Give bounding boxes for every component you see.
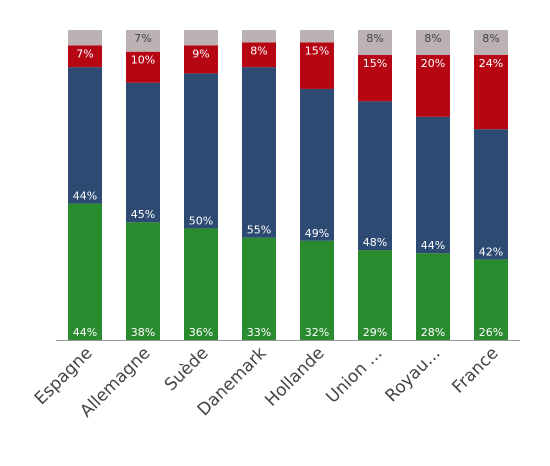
bar-segment <box>184 30 218 46</box>
x-tick-label: Hollande <box>261 343 328 410</box>
bars-group <box>68 30 508 340</box>
bar-segment <box>126 51 160 83</box>
bar-segment <box>184 45 218 74</box>
bar-segment <box>358 30 392 55</box>
bar-segment <box>68 203 102 340</box>
bar-segment <box>416 116 450 254</box>
bar-segment <box>416 253 450 340</box>
data-label: 26% <box>479 326 503 339</box>
bar-segment <box>184 73 218 229</box>
bar-segment <box>474 30 508 55</box>
data-label: 15% <box>305 44 329 57</box>
data-label: 55% <box>247 224 271 237</box>
bar-segment <box>358 54 392 102</box>
data-label: 44% <box>73 326 97 339</box>
data-label: 29% <box>363 326 387 339</box>
data-label: 38% <box>131 326 155 339</box>
data-label: 24% <box>479 57 503 70</box>
bar-segment <box>242 67 276 238</box>
data-label: 28% <box>421 326 445 339</box>
bar-segment <box>300 240 334 340</box>
x-tick-label: Union ... <box>322 343 386 407</box>
bar-segment <box>68 67 102 204</box>
data-label: 44% <box>421 239 445 252</box>
bar-segment <box>242 42 276 68</box>
data-label: 45% <box>131 208 155 221</box>
x-tick-label: France <box>448 343 502 397</box>
bar-segment <box>416 54 450 117</box>
data-labels-group: 44% 44% 7% 38% 45% 10% 7% 36% 50% 9% 33% 55% 8% 32% 49… <box>73 32 503 339</box>
data-label: 8% <box>250 44 267 57</box>
bar-segment <box>474 129 508 260</box>
x-tick-label: Royau... <box>382 343 445 406</box>
data-label: 20% <box>421 57 445 70</box>
bar-segment <box>242 30 276 43</box>
data-label: 8% <box>482 32 499 45</box>
bar-segment <box>300 88 334 241</box>
data-label: 8% <box>366 32 383 45</box>
bar-segment <box>416 30 450 55</box>
bar-segment <box>126 222 160 340</box>
data-label: 36% <box>189 326 213 339</box>
bar-segment <box>68 45 102 68</box>
bar-segment <box>68 30 102 46</box>
bar-segment <box>358 101 392 251</box>
data-label: 33% <box>247 326 271 339</box>
bar-segment <box>126 30 160 52</box>
x-tick-label: Suède <box>161 343 213 395</box>
data-label: 7% <box>76 48 93 61</box>
data-label: 44% <box>73 190 97 203</box>
bar-segment <box>474 54 508 130</box>
bar-segment <box>474 259 508 340</box>
bar-segment <box>358 250 392 340</box>
data-label: 42% <box>479 245 503 258</box>
bar-segment <box>184 228 218 340</box>
data-label: 32% <box>305 326 329 339</box>
data-label: 8% <box>424 32 441 45</box>
bar-segment <box>300 42 334 89</box>
bar-segment <box>126 82 160 223</box>
bar-segment <box>300 30 334 43</box>
data-label: 10% <box>131 54 155 67</box>
data-label: 50% <box>189 214 213 227</box>
data-label: 7% <box>134 32 151 45</box>
data-label: 48% <box>363 236 387 249</box>
bar-segment <box>242 237 276 340</box>
data-label: 9% <box>192 48 209 61</box>
data-label: 15% <box>363 57 387 70</box>
data-label: 49% <box>305 227 329 240</box>
